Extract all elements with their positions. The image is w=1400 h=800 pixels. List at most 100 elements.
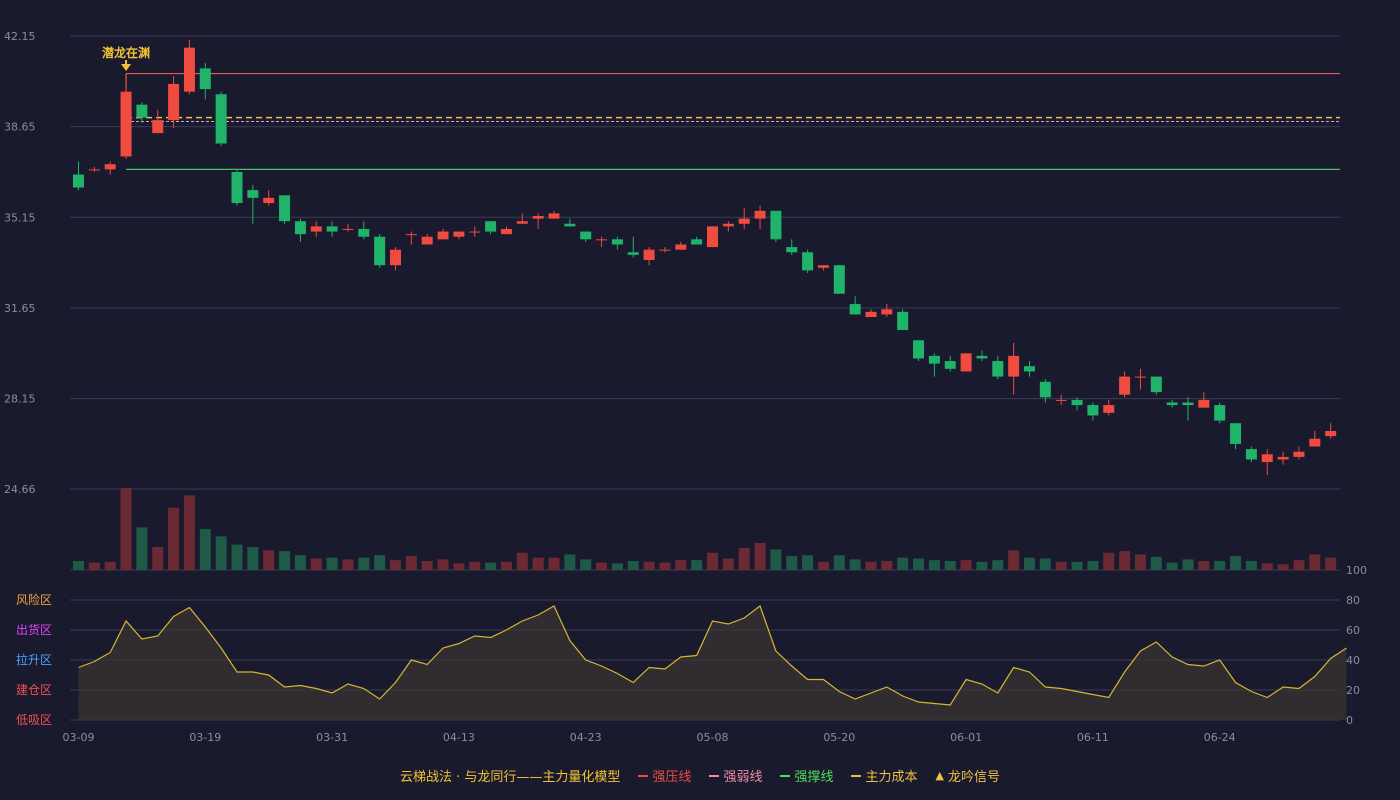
x-axis-tick-label: 03-19	[189, 731, 221, 744]
x-axis-tick-label: 05-20	[823, 731, 855, 744]
legend-title: 云梯战法 · 与龙同行——主力量化模型	[400, 770, 621, 785]
candle-body	[358, 228, 370, 237]
legend-item-main-cost[interactable]: 主力成本	[851, 766, 917, 785]
volume-bar	[500, 561, 512, 570]
candle-body	[1230, 423, 1242, 444]
candle-body	[1055, 399, 1067, 401]
volume-bar	[913, 558, 925, 570]
candle-body	[722, 223, 734, 227]
candle-body	[1039, 381, 1051, 398]
volume-bar	[1071, 561, 1083, 570]
legend-item-weak-line[interactable]: 强弱线	[709, 766, 762, 785]
volume-bar	[1261, 563, 1273, 570]
candle-body	[390, 249, 401, 266]
volume-bar	[199, 529, 211, 570]
volume-bar	[611, 563, 623, 570]
indicator-axis-tick-label: 0	[1346, 714, 1353, 727]
candle-body	[675, 244, 687, 250]
legend-label: 强弱线	[723, 770, 763, 785]
candlestick-chart: 42.15 38.65 35.15 31.65 28.15 24.66 100 80 60 40 2…	[4, 30, 1367, 744]
candle-body	[1293, 451, 1305, 457]
legend-item-strong-pressure[interactable]: 强压线	[638, 766, 691, 785]
candle-body	[485, 221, 497, 232]
volume-bar	[849, 559, 861, 570]
candle-body	[215, 94, 227, 144]
candle-body	[865, 311, 877, 318]
volume-bar	[136, 527, 148, 570]
signal-arrow-icon	[121, 64, 132, 71]
candle-body	[136, 104, 148, 118]
volume-bar	[469, 561, 481, 570]
candle-body	[1087, 405, 1099, 416]
candle-body	[928, 355, 940, 364]
candle-body	[548, 213, 560, 219]
volume-bar	[168, 507, 180, 570]
candle-body	[1008, 355, 1020, 377]
candle-body	[738, 218, 750, 224]
indicator-axis-tick-label: 40	[1346, 654, 1360, 667]
candle-body	[469, 231, 481, 233]
candle-body	[960, 353, 972, 372]
price-axis-tick-label: 42.15	[4, 30, 36, 43]
signal-label: 潜龙在渊	[102, 45, 150, 60]
volume-bar	[691, 560, 703, 570]
volume-bar	[405, 556, 417, 570]
volume-bar	[1198, 560, 1210, 570]
x-axis-tick-label: 06-01	[950, 731, 982, 744]
volume-bar	[659, 562, 671, 570]
volume-bar	[453, 563, 465, 570]
legend-item-support-line[interactable]: 强撑线	[780, 766, 833, 785]
legend-label: 主力成本	[865, 770, 918, 785]
price-axis-tick-label: 31.65	[4, 302, 36, 315]
indicator-zone-label: 风险区	[16, 592, 52, 607]
indicator-zone-label: 建仓区	[16, 683, 52, 697]
candle-body	[627, 252, 639, 255]
candle-body	[976, 355, 988, 359]
candle-body	[881, 309, 893, 315]
candle-body	[1277, 456, 1289, 460]
volume-bar	[865, 561, 877, 570]
candle-body	[564, 223, 576, 227]
volume-bar	[231, 544, 243, 570]
candle-body	[120, 91, 132, 157]
volume-bar	[1166, 562, 1178, 570]
volume-bar	[374, 555, 386, 570]
legend-item-signal[interactable]: ▲ 龙吟信号	[935, 766, 999, 785]
candle-body	[1198, 399, 1210, 408]
candle-body	[897, 311, 909, 330]
legend-label: 龙吟信号	[947, 770, 1000, 785]
volume-bar	[976, 561, 988, 570]
candle-body	[168, 83, 180, 121]
candle-body	[659, 249, 671, 251]
volume-bar	[1119, 551, 1131, 570]
candle-body	[199, 68, 211, 90]
volume-bar	[754, 542, 766, 570]
candle-body	[247, 190, 259, 198]
volume-bar	[104, 561, 116, 570]
candle-body	[1103, 405, 1115, 413]
candle-body	[754, 210, 766, 219]
volume-bar	[1103, 552, 1115, 570]
candle-body	[88, 169, 100, 171]
volume-bar	[944, 560, 956, 570]
volume-bar	[1039, 558, 1051, 570]
candle-body	[263, 197, 275, 204]
volume-bar	[1182, 559, 1194, 570]
candle-body	[770, 210, 782, 240]
candle-body	[405, 234, 417, 236]
candle-body	[104, 164, 116, 170]
x-axis-tick-label: 05-08	[697, 731, 729, 744]
triangle-icon: ▲	[935, 769, 944, 782]
candle-body	[611, 239, 623, 245]
volume-bar	[215, 536, 227, 570]
indicator-zone-label: 低吸区	[16, 713, 52, 727]
indicator-axis-tick-label: 80	[1346, 594, 1360, 607]
candle-body	[1182, 402, 1194, 406]
solid-line-icon	[638, 774, 649, 777]
candle-body	[183, 47, 195, 92]
volume-bar	[675, 560, 687, 570]
indicator-axis-tick-label: 20	[1346, 684, 1360, 697]
volume-bar	[247, 547, 259, 570]
indicator-zone-label: 拉升区	[16, 652, 52, 667]
volume-bar	[1055, 561, 1067, 570]
